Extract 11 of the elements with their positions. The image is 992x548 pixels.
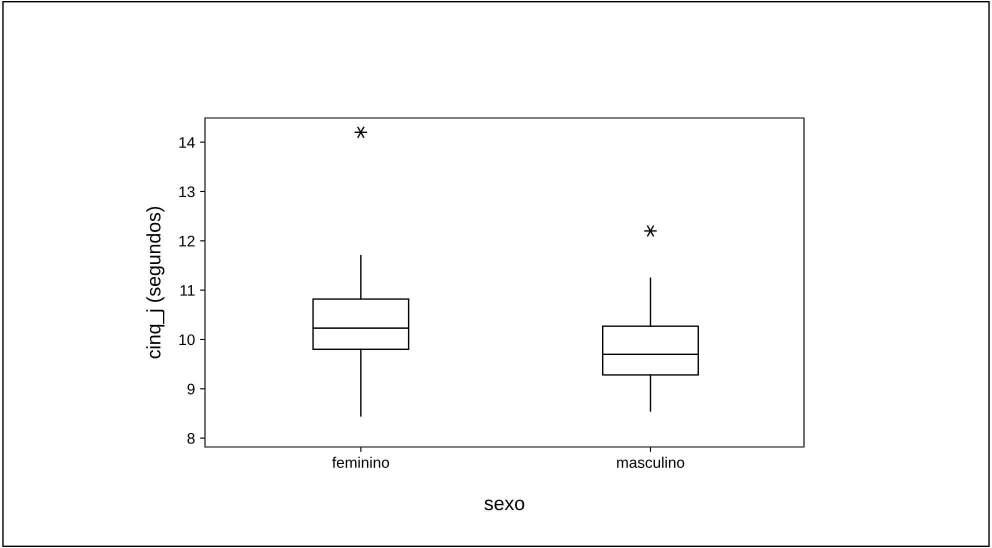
x-tick-label: masculino [617,456,684,468]
y-tick-label: 8 [187,432,195,444]
y-tick-label: 9 [188,384,195,394]
y-tick-label: 10 [179,334,195,346]
x-tick-label: feminino [332,456,390,468]
y-tick-label: 11 [180,285,195,296]
x-axis-title: sexo [484,500,524,510]
y-axis-title: cinq_j (segundos) [146,206,164,358]
y-tick-label: 12 [179,236,195,246]
y-tick-label: 13 [179,186,195,198]
y-tick-label: 14 [179,137,195,148]
